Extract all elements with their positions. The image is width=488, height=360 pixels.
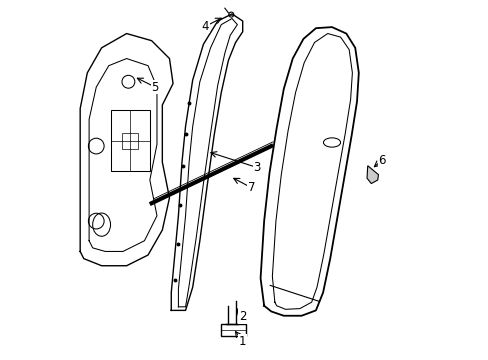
Text: 1: 1 [239, 335, 246, 348]
Text: 5: 5 [151, 81, 159, 94]
Text: 2: 2 [239, 310, 246, 323]
Bar [110, 111, 149, 171]
Bar [122, 133, 138, 149]
Text: 4: 4 [201, 20, 208, 33]
Polygon shape [366, 166, 378, 184]
Text: 6: 6 [378, 154, 385, 167]
Text: 3: 3 [253, 161, 260, 174]
Text: 7: 7 [247, 181, 255, 194]
Bar [221, 324, 246, 337]
